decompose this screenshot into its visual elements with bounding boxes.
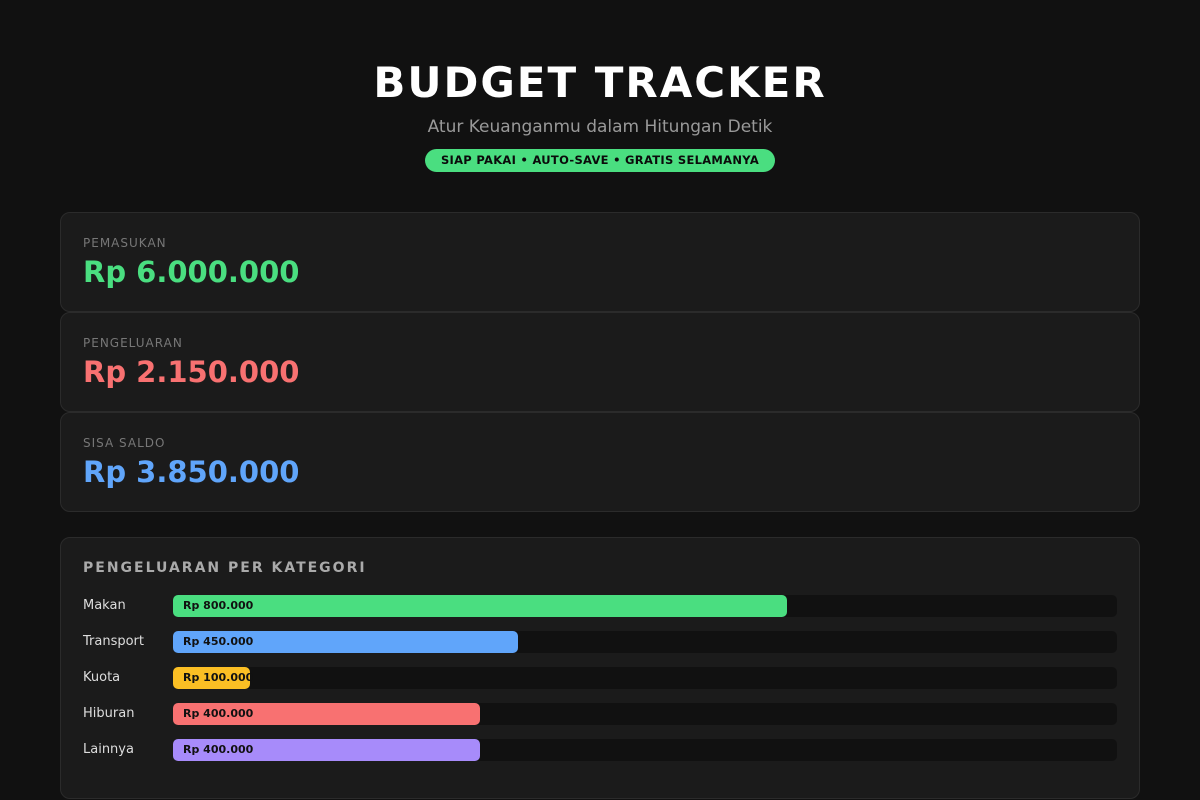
category-name: Transport [83, 634, 145, 649]
card-amount: Rp 3.850.000 [83, 455, 300, 489]
panel-title: PENGELUARAN PER KATEGORI [83, 560, 367, 576]
feature-badge: SIAP PAKAI • AUTO-SAVE • GRATIS SELAMANY… [425, 149, 775, 172]
bar: Rp 800.000 [173, 595, 787, 617]
bar-value-label: Rp 400.000 [183, 743, 254, 756]
bar: Rp 400.000 [173, 703, 480, 725]
bar: Rp 100.000 [173, 667, 254, 689]
app-subtitle: Atur Keuanganmu dalam Hitungan Detik [427, 117, 773, 137]
bar-track: Rp 400.000 [173, 703, 1117, 725]
category-name: Makan [83, 598, 126, 613]
card-label: SISA SALDO [83, 436, 166, 450]
bar-track: Rp 800.000 [173, 595, 1117, 617]
bar: Rp 450.000 [173, 631, 519, 653]
card-label: PEMASUKAN [83, 236, 167, 250]
category-panel: PENGELUARAN PER KATEGORI Makan Rp 800.000… [60, 537, 1140, 799]
bar-value-label: Rp 400.000 [183, 707, 254, 720]
bar-track: Rp 100.000 [173, 667, 1117, 689]
bar-value-label: Rp 800.000 [183, 599, 254, 612]
summary-card: PEMASUKAN Rp 6.000.000 [60, 212, 1140, 312]
app-title: BUDGET TRACKER [373, 58, 827, 107]
category-name: Hiburan [83, 706, 135, 721]
bar-value-label: Rp 450.000 [183, 635, 254, 648]
category-name: Kuota [83, 670, 121, 685]
bar-value-label: Rp 100.000 [183, 671, 254, 684]
card-amount: Rp 6.000.000 [83, 255, 300, 289]
category-name: Lainnya [83, 742, 134, 757]
summary-card: SISA SALDO Rp 3.850.000 [60, 412, 1140, 512]
bar-track: Rp 450.000 [173, 631, 1117, 653]
bar-track: Rp 400.000 [173, 739, 1117, 761]
bar: Rp 400.000 [173, 739, 480, 761]
card-label: PENGELUARAN [83, 336, 183, 350]
summary-card: PENGELUARAN Rp 2.150.000 [60, 312, 1140, 412]
card-amount: Rp 2.150.000 [83, 355, 300, 389]
